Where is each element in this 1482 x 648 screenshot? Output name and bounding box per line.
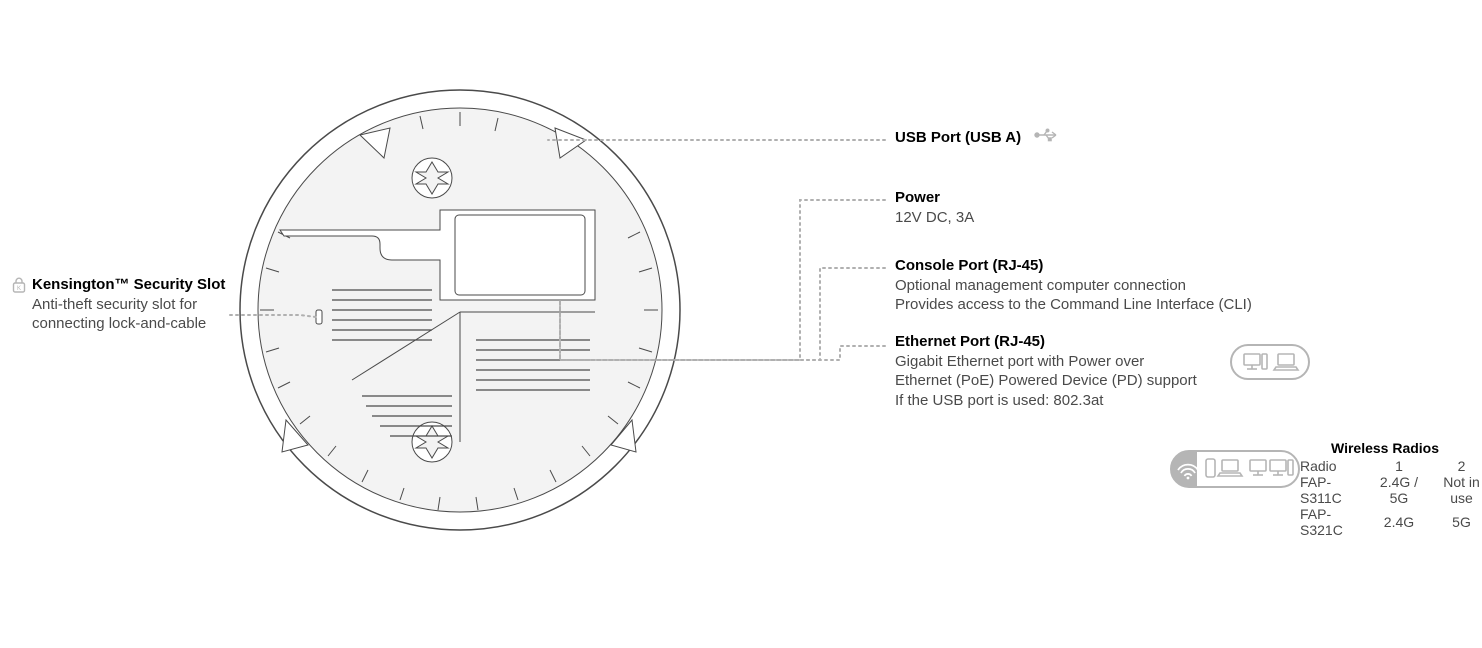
wireless-r0c2: Not in use (1431, 474, 1482, 506)
svg-text:K: K (17, 286, 21, 292)
usb-icon (1034, 129, 1060, 146)
ethernet-badge-icon (1230, 344, 1310, 385)
wireless-r1c1: 2.4G (1367, 506, 1431, 538)
wireless-r0c1: 2.4G / 5G (1367, 474, 1431, 506)
lock-icon: K (12, 277, 26, 298)
power-body-0: 12V DC, 3A (895, 208, 1245, 228)
wireless-radios-table: Wireless Radios Radio 1 2 FAP-S311C 2.4G… (1300, 440, 1482, 538)
usb-title: USB Port (USB A) (895, 129, 1021, 146)
kensington-body: Anti-theft security slot for connecting … (32, 295, 232, 334)
ethernet-title: Ethernet Port (RJ-45) (895, 332, 1275, 352)
wireless-hdr-1: 1 (1367, 458, 1431, 474)
kensington-callout: K Kensington™ Security Slot Anti-theft s… (12, 275, 232, 334)
power-callout: Power 12V DC, 3A (895, 188, 1245, 227)
power-title: Power (895, 188, 1245, 208)
usb-callout: USB Port (USB A) (895, 128, 1060, 148)
ethernet-body-0: Gigabit Ethernet port with Power over (895, 352, 1275, 372)
wireless-r1c2: 5G (1431, 506, 1482, 538)
console-body-0: Optional management computer connection (895, 276, 1345, 296)
wireless-r1c0: FAP-S321C (1300, 506, 1367, 538)
wireless-hdr-2: 2 (1431, 458, 1482, 474)
wireless-table-title: Wireless Radios (1300, 440, 1470, 456)
wireless-r0c0: FAP-S311C (1300, 474, 1367, 506)
ethernet-body-1: Ethernet (PoE) Powered Device (PD) suppo… (895, 371, 1275, 391)
wireless-badge-icon (1170, 450, 1300, 493)
kensington-title: Kensington™ Security Slot (32, 275, 232, 295)
console-title: Console Port (RJ-45) (895, 256, 1345, 276)
console-body-1: Provides access to the Command Line Inte… (895, 295, 1345, 315)
ethernet-body-2: If the USB port is used: 802.3at (895, 391, 1275, 411)
console-callout: Console Port (RJ-45) Optional management… (895, 256, 1345, 315)
wireless-hdr-0: Radio (1300, 458, 1367, 474)
ethernet-callout: Ethernet Port (RJ-45) Gigabit Ethernet p… (895, 332, 1275, 410)
